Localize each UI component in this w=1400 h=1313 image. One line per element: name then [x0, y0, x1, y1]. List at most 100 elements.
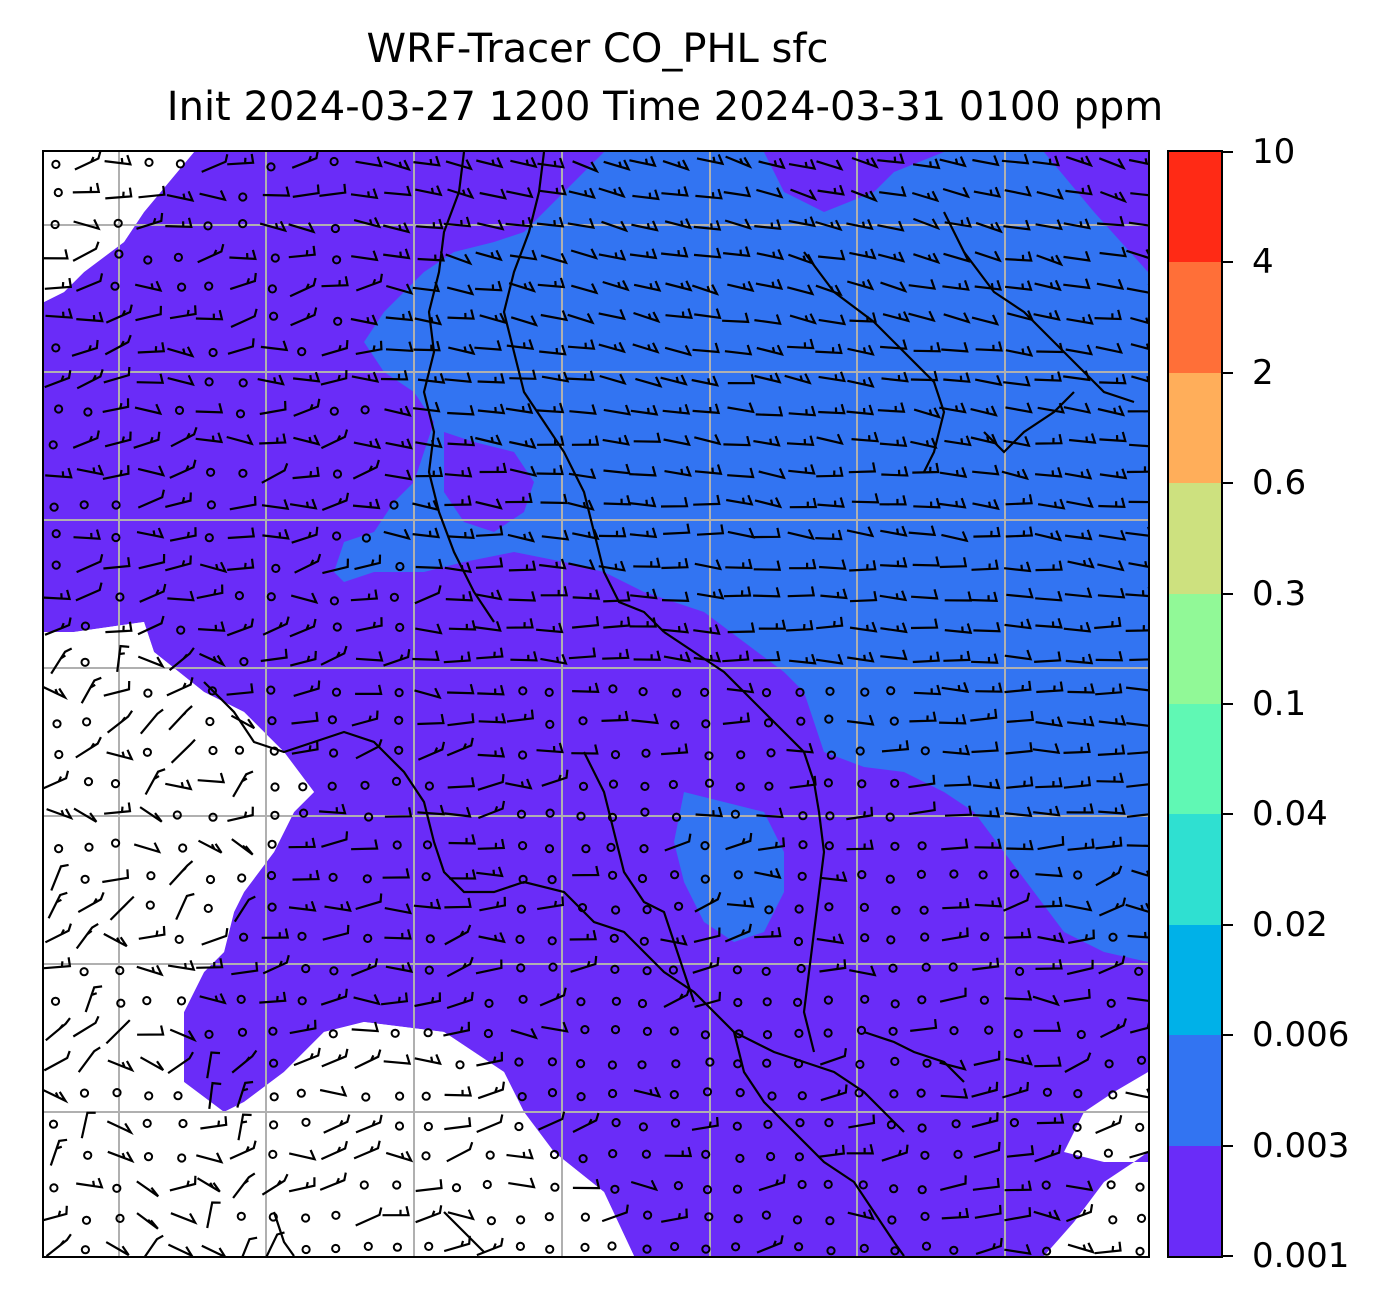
colorbar-tick	[1223, 592, 1233, 595]
calm-wind-marker	[364, 812, 374, 822]
wind-barb	[971, 653, 999, 664]
wind-barb	[414, 1053, 442, 1066]
wind-barb	[629, 248, 658, 260]
calm-wind-marker	[516, 809, 527, 819]
wind-barb	[1065, 653, 1094, 665]
wind-barb	[44, 277, 73, 290]
wind-barb	[105, 304, 133, 324]
wind-barb	[940, 1088, 969, 1099]
wind-barb	[105, 621, 133, 634]
wind-barb	[45, 1017, 71, 1042]
wind-barb	[1003, 892, 1031, 912]
wind-barb	[475, 498, 503, 510]
wind-barb	[631, 713, 659, 725]
calm-wind-marker	[392, 840, 402, 850]
wind-barb	[75, 736, 102, 759]
wind-barb	[1005, 494, 1033, 506]
coastline-segment	[422, 152, 495, 623]
calm-wind-marker	[796, 963, 806, 974]
wind-barb	[943, 650, 971, 662]
wind-barb	[629, 527, 658, 539]
wind-barb	[206, 1051, 221, 1079]
calm-wind-marker	[114, 249, 124, 259]
calm-wind-marker	[297, 996, 307, 1006]
colorbar-tick	[1223, 151, 1233, 153]
wind-barb	[692, 403, 721, 415]
wind-barb	[290, 307, 318, 327]
wind-barb	[789, 775, 817, 789]
calm-wind-marker	[608, 1149, 618, 1159]
wind-barb	[753, 527, 781, 539]
wind-barb	[355, 738, 383, 760]
calm-wind-marker	[176, 996, 187, 1006]
wind-barb	[1131, 375, 1148, 383]
wind-barb	[229, 272, 257, 291]
colorbar-tick	[1223, 923, 1233, 926]
calm-wind-marker	[796, 716, 806, 726]
calm-wind-marker	[49, 502, 59, 512]
wind-barb	[1004, 1207, 1032, 1222]
wind-barb	[1099, 468, 1128, 480]
calm-wind-marker	[1135, 1246, 1145, 1256]
wind-barb	[630, 1179, 659, 1192]
wind-barb	[293, 680, 321, 697]
wind-barb	[536, 216, 565, 228]
wind-barb	[443, 651, 471, 664]
wind-barb	[816, 933, 845, 945]
calm-wind-marker	[919, 905, 929, 915]
wind-barb	[1003, 375, 1031, 387]
wind-barb	[603, 463, 631, 475]
calm-wind-marker	[1136, 1055, 1147, 1065]
wind-barb	[1036, 681, 1064, 694]
wind-barb	[939, 1059, 967, 1071]
calm-wind-marker	[331, 1210, 341, 1220]
calm-wind-marker	[267, 284, 277, 294]
wind-barb	[664, 344, 693, 357]
wind-barb	[1034, 1056, 1062, 1068]
wind-barb	[816, 159, 844, 171]
wind-barb	[444, 1086, 473, 1097]
calm-wind-marker	[389, 592, 399, 602]
wind-barb	[135, 305, 162, 322]
wind-barb	[417, 713, 445, 726]
wind-barb	[105, 1019, 131, 1045]
calm-wind-marker	[860, 994, 870, 1004]
wind-barb	[632, 342, 660, 354]
wind-barb	[877, 153, 905, 165]
wind-barb	[80, 1111, 96, 1139]
wind-barb	[133, 431, 161, 449]
calm-wind-marker	[637, 1060, 647, 1070]
wind-barb	[288, 900, 317, 912]
wind-barb	[137, 655, 166, 669]
wind-barb	[1004, 280, 1033, 291]
wind-barb	[1067, 838, 1095, 851]
wind-barb	[877, 402, 906, 413]
wind-barb	[603, 159, 631, 171]
calm-wind-marker	[549, 1149, 560, 1160]
wind-barb	[505, 778, 533, 790]
wind-barb	[477, 1081, 505, 1100]
wind-barb	[540, 493, 568, 505]
wind-barb	[103, 932, 128, 948]
calm-wind-marker	[394, 1121, 405, 1131]
calm-wind-marker	[860, 687, 870, 697]
wind-barb	[568, 559, 596, 571]
wind-barb	[974, 374, 1003, 387]
wind-barb	[413, 340, 441, 352]
wind-barb	[633, 1086, 662, 1098]
wind-barb	[941, 341, 969, 353]
wind-barb	[570, 248, 599, 260]
coastline-segment	[583, 751, 696, 1003]
wind-barb	[944, 216, 973, 228]
wind-barb	[941, 531, 969, 543]
wind-barb	[475, 557, 504, 569]
wind-barb	[322, 558, 349, 575]
wind-barb	[851, 431, 880, 443]
wind-barb	[292, 466, 320, 480]
colorbar-label: 4	[1252, 242, 1274, 283]
wind-barb	[1006, 839, 1034, 851]
wind-barb	[571, 435, 600, 446]
wind-barb	[974, 838, 1002, 849]
calm-wind-marker	[79, 967, 89, 977]
wind-barb	[847, 1209, 876, 1221]
